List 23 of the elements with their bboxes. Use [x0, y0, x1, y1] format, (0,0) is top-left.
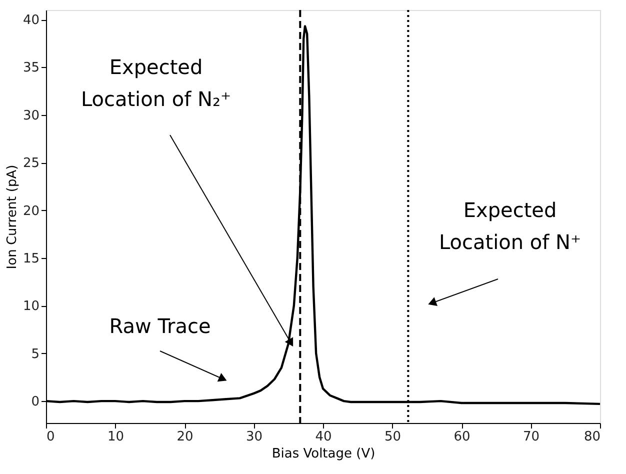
- x-tick-label: 0: [46, 430, 55, 444]
- x-tick-label: 60: [454, 430, 470, 444]
- y-tick-label: 25: [22, 156, 40, 172]
- y-axis-title: Ion Current (pA): [4, 164, 20, 270]
- annotation: Expected Location of N⁺: [438, 198, 582, 254]
- x-tick-label: 50: [384, 430, 402, 444]
- y-tick-label: 40: [22, 13, 40, 28]
- y-tick-label: 10: [22, 299, 40, 314]
- x-tick-label: 40: [315, 430, 332, 444]
- y-tick-label: 35: [22, 60, 40, 76]
- x-tick-label: 80: [584, 430, 600, 444]
- y-tick-label: 5: [31, 346, 40, 362]
- y-tick-label: 15: [22, 251, 40, 266]
- x-axis-title: Bias Voltage (V): [272, 446, 376, 462]
- x-tick-label: 70: [522, 430, 540, 444]
- x-tick-label: 10: [107, 430, 124, 444]
- x-tick-label: 30: [246, 430, 263, 444]
- x-tick-label: 20: [176, 430, 194, 444]
- y-tick-label: 0: [31, 394, 40, 410]
- annotation: Expected Location of N₂⁺: [80, 55, 232, 111]
- y-tick-label: 20: [22, 204, 40, 219]
- y-tick-label: 30: [22, 108, 40, 124]
- annotation: Raw Trace: [109, 314, 211, 338]
